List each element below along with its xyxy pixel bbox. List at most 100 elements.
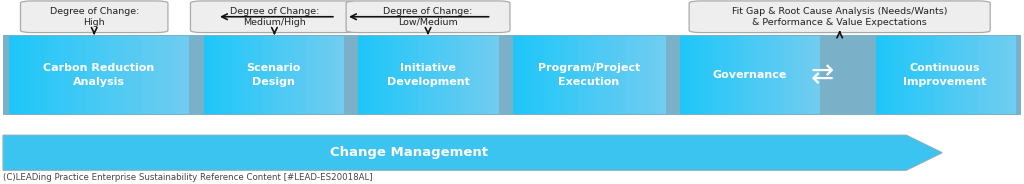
Bar	[86, 36, 92, 114]
Bar	[3, 35, 1021, 115]
Bar	[907, 36, 912, 114]
Bar	[783, 36, 788, 114]
Bar	[748, 36, 753, 114]
Bar	[231, 36, 237, 114]
Bar	[244, 36, 249, 114]
Bar	[583, 36, 588, 114]
Bar	[975, 36, 980, 114]
FancyBboxPatch shape	[20, 1, 168, 33]
Bar	[688, 36, 693, 114]
Bar	[259, 36, 264, 114]
FancyBboxPatch shape	[689, 1, 990, 33]
Bar	[517, 36, 522, 114]
Bar	[803, 36, 808, 114]
Text: ⇄: ⇄	[811, 61, 834, 89]
Bar	[101, 36, 108, 114]
Bar	[979, 36, 984, 114]
Bar	[752, 36, 757, 114]
Bar	[252, 36, 257, 114]
Bar	[407, 36, 412, 114]
Bar	[331, 36, 336, 114]
Bar	[931, 36, 936, 114]
Bar	[951, 36, 956, 114]
Bar	[552, 36, 557, 114]
Bar	[660, 36, 666, 114]
Bar	[811, 36, 816, 114]
Bar	[591, 36, 596, 114]
Bar	[807, 36, 812, 114]
Bar	[236, 36, 241, 114]
Bar	[40, 36, 46, 114]
Text: Carbon Reduction
Analysis: Carbon Reduction Analysis	[43, 63, 155, 87]
Text: Degree of Change:
Medium/High: Degree of Change: Medium/High	[229, 7, 319, 27]
Bar	[430, 36, 435, 114]
Bar	[920, 36, 925, 114]
Bar	[378, 36, 383, 114]
Bar	[963, 36, 968, 114]
Bar	[1011, 36, 1016, 114]
Bar	[569, 36, 574, 114]
Bar	[724, 36, 729, 114]
Bar	[307, 36, 312, 114]
Bar	[880, 36, 885, 114]
Bar	[1007, 36, 1012, 114]
Bar	[928, 36, 932, 114]
Bar	[112, 36, 118, 114]
Bar	[955, 36, 961, 114]
Bar	[815, 36, 820, 114]
Bar	[612, 36, 617, 114]
Bar	[578, 36, 584, 114]
Bar	[800, 36, 804, 114]
Bar	[81, 36, 87, 114]
Bar	[142, 36, 148, 114]
Bar	[888, 36, 893, 114]
Bar	[267, 36, 272, 114]
Bar	[50, 36, 56, 114]
Bar	[779, 36, 784, 114]
Bar	[991, 36, 996, 114]
Bar	[271, 36, 276, 114]
Bar	[535, 36, 540, 114]
Bar	[967, 36, 972, 114]
Bar	[173, 36, 179, 114]
Bar	[127, 36, 133, 114]
Bar	[122, 36, 128, 114]
Bar	[256, 36, 260, 114]
Bar	[924, 36, 929, 114]
Bar	[760, 36, 765, 114]
Bar	[25, 36, 31, 114]
Bar	[275, 36, 281, 114]
Bar	[903, 36, 908, 114]
Bar	[935, 36, 940, 114]
Bar	[299, 36, 304, 114]
Bar	[971, 36, 976, 114]
Bar	[248, 36, 253, 114]
Bar	[335, 36, 340, 114]
Bar	[548, 36, 553, 114]
Bar	[735, 36, 740, 114]
Bar	[544, 36, 549, 114]
Bar	[445, 36, 451, 114]
Bar	[324, 36, 328, 114]
Bar	[212, 36, 217, 114]
Bar	[983, 36, 988, 114]
Bar	[892, 36, 896, 114]
Bar	[339, 36, 344, 114]
Bar	[96, 36, 102, 114]
Text: Scenario
Design: Scenario Design	[246, 63, 301, 87]
Bar	[288, 36, 292, 114]
Bar	[626, 36, 631, 114]
Bar	[608, 36, 613, 114]
Bar	[386, 36, 391, 114]
FancyBboxPatch shape	[346, 1, 510, 33]
Bar	[899, 36, 904, 114]
Bar	[604, 36, 609, 114]
Bar	[767, 36, 772, 114]
Bar	[796, 36, 801, 114]
Bar	[55, 36, 61, 114]
Bar	[220, 36, 224, 114]
Bar	[743, 36, 749, 114]
Bar	[178, 36, 184, 114]
Bar	[643, 36, 648, 114]
Bar	[494, 36, 499, 114]
